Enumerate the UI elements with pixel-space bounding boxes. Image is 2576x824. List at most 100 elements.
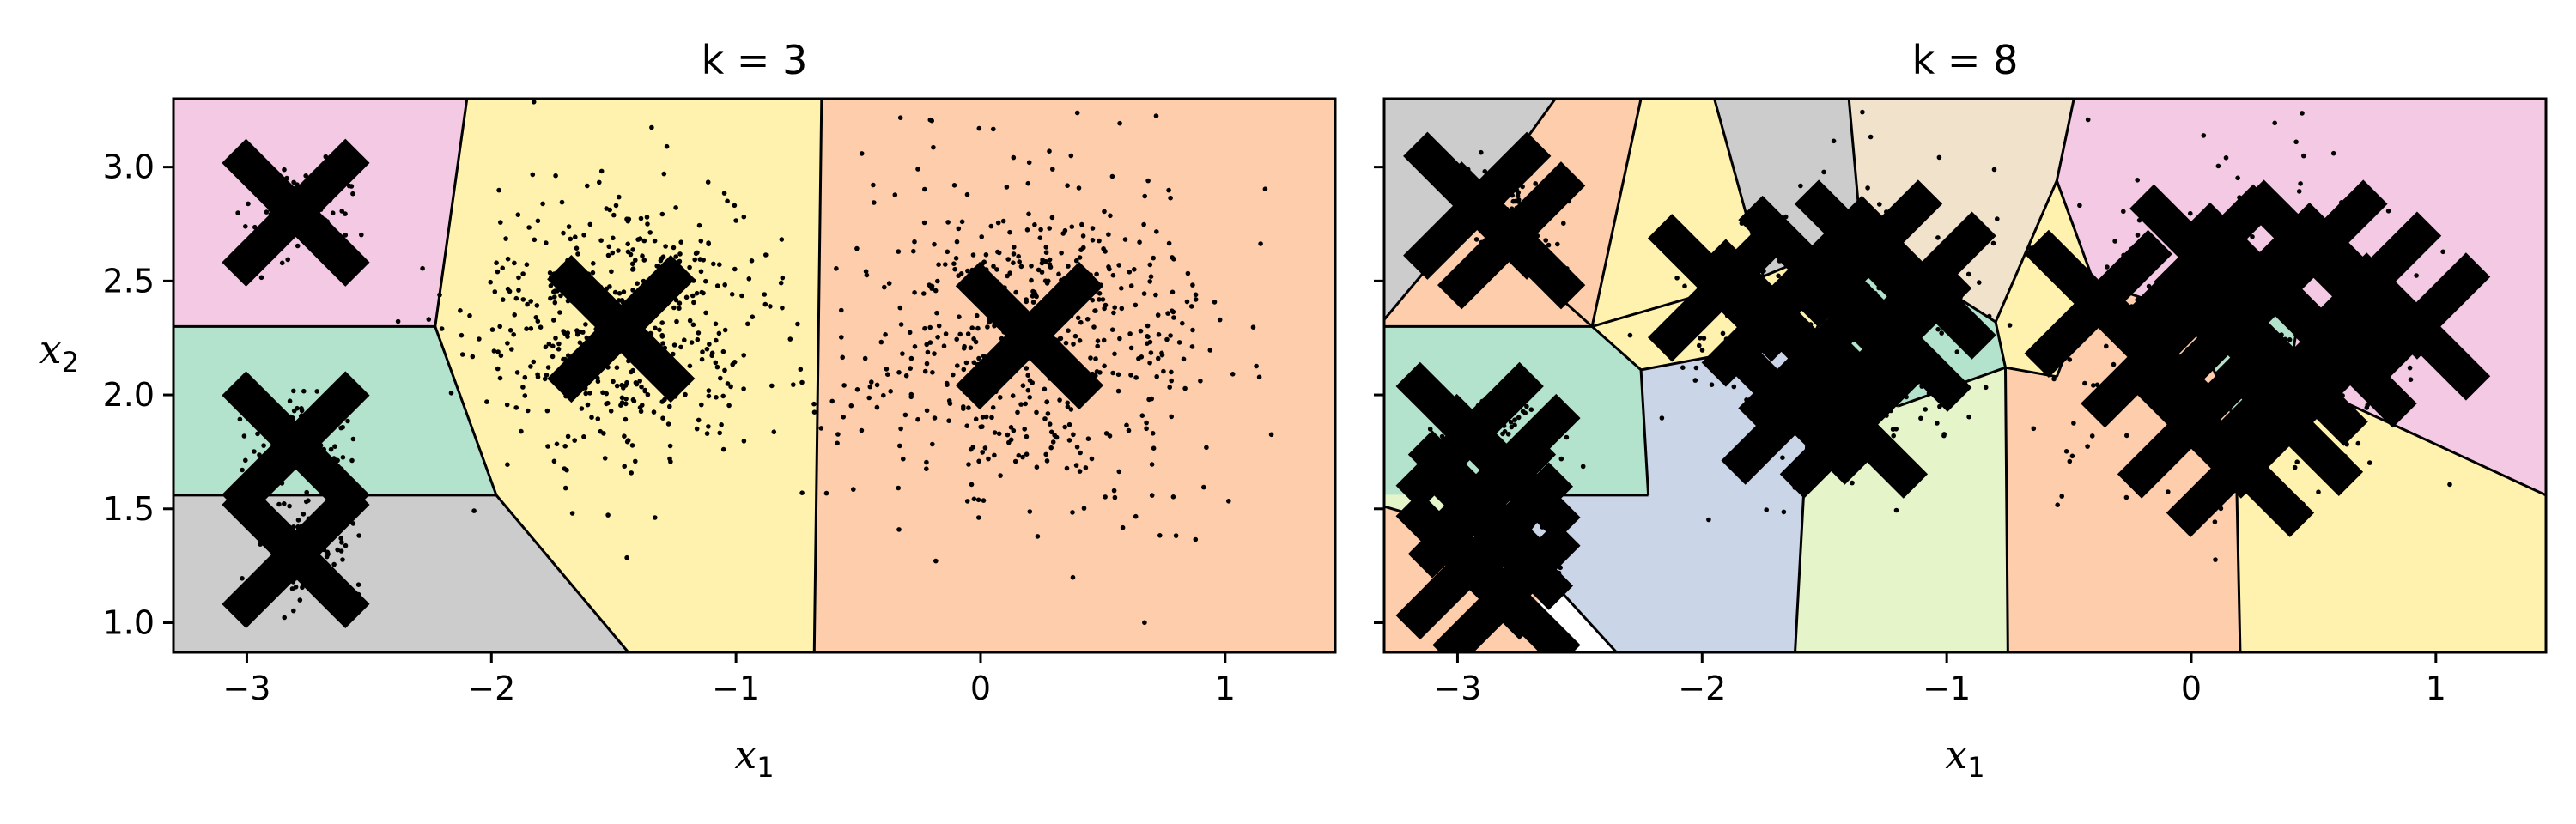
data-point [1008,425,1014,430]
data-point [1057,397,1062,403]
data-point [749,258,755,264]
data-point [587,221,593,227]
data-point [867,384,873,390]
chart-panel-k3: −3 −2 −1 0 1 1.0 1.5 2.0 2.5 3.0 k = 3 x1 x2 [39,37,1337,784]
data-point [340,455,346,460]
data-point [1013,289,1018,295]
data-point [1268,432,1274,438]
data-point [706,241,711,247]
data-point [575,251,580,257]
data-point [706,393,712,399]
data-point [1505,432,1511,437]
data-point [1054,434,1060,440]
data-point [982,445,988,451]
data-point [1986,313,1992,319]
data-point [1923,407,1928,412]
data-point [1044,458,1050,464]
cluster-region [173,99,468,327]
y-tick-label: 3.0 [103,148,155,186]
data-point [566,224,572,229]
data-point [1068,407,1074,412]
data-point [574,245,580,251]
data-point [535,318,541,324]
data-point [562,485,568,491]
data-point [874,404,880,410]
data-point [974,312,980,318]
data-point [544,240,549,245]
data-point [897,305,903,311]
data-point [1564,434,1570,440]
data-point [673,205,678,210]
data-point [1120,524,1126,530]
data-point [1010,393,1016,398]
data-point [1071,342,1076,347]
axes-frame [172,97,1337,654]
data-point [2067,357,2073,362]
data-point [1151,445,1157,451]
data-point [1865,185,1870,191]
data-point [568,236,574,242]
data-point [1066,421,1072,427]
centroid-stroke [547,254,696,403]
data-point [883,332,888,337]
data-point [2067,458,2073,464]
data-point [1077,469,1083,474]
data-point [704,346,710,352]
data-point [862,355,868,361]
data-point [709,353,714,359]
data-point [2213,557,2218,562]
data-point [998,395,1003,400]
data-point [659,399,665,404]
data-point [713,360,719,366]
data-point [1042,386,1048,392]
data-point [988,223,994,229]
data-point [1212,300,1218,305]
data-point [355,582,361,587]
data-point [2135,7,2140,12]
data-point [1000,218,1006,224]
decision-boundary [434,325,498,496]
data-point [859,427,865,433]
data-point [504,402,510,408]
data-point [1918,415,1923,421]
plot-area [173,99,1335,652]
data-point [872,200,877,205]
data-point [1171,315,1176,320]
data-point [492,289,498,294]
data-point [1170,309,1176,315]
data-point [1040,257,1045,263]
data-point [637,379,642,384]
data-point [896,485,901,491]
data-point [2292,464,2298,470]
data-point [971,360,977,366]
data-point [1101,337,1107,343]
data-point [863,269,869,275]
data-point [1090,238,1096,243]
data-point [2298,181,2303,186]
data-point [550,343,556,349]
data-point [659,320,665,325]
data-point [898,322,904,327]
data-point [439,326,445,331]
data-point [1156,332,1162,337]
data-point [985,324,990,330]
data-point [1092,308,1097,313]
data-point [991,264,996,270]
data-point [966,405,971,410]
data-point [349,457,355,464]
data-point [952,266,957,272]
data-point [579,406,585,411]
data-point [1017,259,1022,264]
data-point [630,247,635,252]
data-point [687,363,693,369]
data-point [1108,213,1113,219]
data-point [671,305,677,311]
data-point [545,365,551,370]
x-tick-label: −3 [1433,670,1481,707]
data-point [580,330,586,335]
data-point [629,470,634,476]
data-point [1154,229,1159,234]
data-point [625,241,630,247]
data-point [1119,286,1124,291]
data-point [745,321,750,327]
